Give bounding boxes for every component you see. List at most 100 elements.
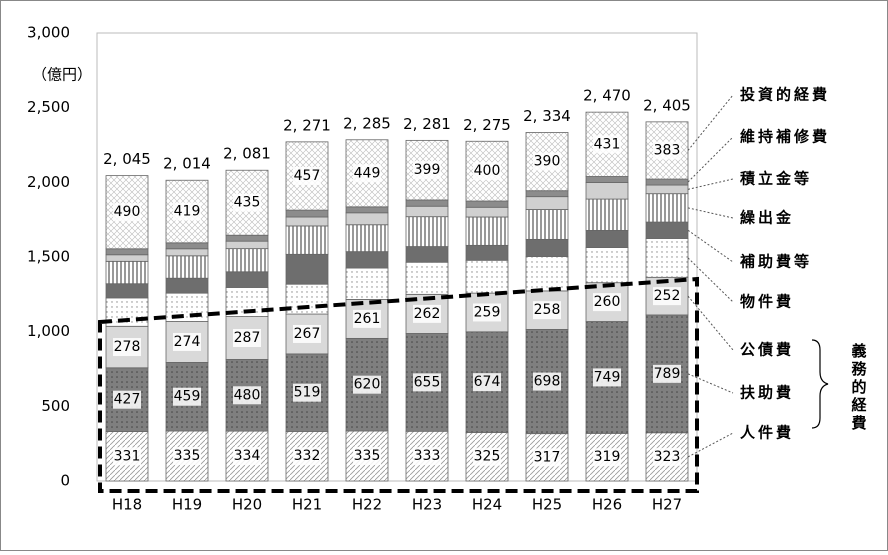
value-label: 789 [654, 366, 681, 382]
group-label: 義務的経費 [850, 342, 868, 433]
total-label: 2, 334 [523, 107, 571, 125]
value-label-bg [533, 152, 561, 171]
y-tick-label: 500 [41, 397, 70, 415]
total-label: 2, 405 [643, 96, 691, 114]
value-label-bg [173, 332, 201, 351]
value-label: 262 [414, 306, 441, 322]
x-tick-label: H20 [232, 496, 262, 514]
y-tick-label: 0 [60, 472, 70, 490]
value-label-bg [233, 447, 261, 466]
bar-segment [525, 209, 569, 240]
bar-segment [285, 225, 329, 255]
value-label-bg [653, 287, 681, 306]
bar-segment [405, 199, 449, 207]
value-label: 459 [174, 389, 201, 405]
bar-segment [525, 256, 569, 292]
bar-segment [285, 209, 329, 218]
value-label-bg [653, 364, 681, 383]
y-tick-label: 3,000 [27, 24, 70, 42]
bar-segment [345, 251, 389, 269]
value-label: 317 [534, 449, 561, 465]
legend-label: 補助費等 [739, 253, 812, 271]
value-label: 335 [174, 448, 201, 464]
bar-segment [465, 244, 509, 261]
bar-segment [345, 206, 389, 214]
value-label: 331 [114, 448, 141, 464]
leader-line [687, 432, 734, 458]
bar-segment [225, 234, 269, 242]
value-label: 674 [474, 374, 501, 390]
bar-segment [165, 248, 209, 257]
bar-segment [585, 176, 629, 183]
y-tick-label: 2,000 [27, 173, 70, 191]
value-label-bg [113, 338, 141, 357]
value-label: 419 [174, 204, 201, 220]
bar-segment [405, 246, 449, 263]
legend-label: 維持補修費 [740, 128, 830, 146]
value-label: 319 [594, 449, 621, 465]
total-label: 2, 271 [283, 116, 331, 134]
value-label: 620 [354, 377, 381, 393]
bar-segment [465, 206, 509, 218]
value-label: 400 [474, 163, 501, 179]
value-label-bg [593, 293, 621, 312]
value-label: 519 [294, 385, 321, 401]
bar-segment [645, 193, 689, 223]
value-label: 334 [234, 448, 261, 464]
bar-segment [345, 224, 389, 253]
value-label: 267 [294, 326, 321, 342]
value-label-bg [173, 446, 201, 465]
value-label-bg [413, 447, 441, 466]
value-label: 431 [594, 136, 621, 152]
bar-segment [645, 178, 689, 186]
value-label-bg [233, 193, 261, 212]
bar-segment [645, 221, 689, 239]
value-label: 252 [654, 288, 681, 304]
total-label: 2, 470 [583, 87, 631, 105]
value-label: 274 [174, 334, 201, 350]
value-label: 480 [234, 387, 261, 403]
x-tick-label: H21 [292, 496, 322, 514]
bar-segment [225, 248, 269, 273]
bar-segment [465, 259, 509, 294]
value-label-bg [353, 375, 381, 394]
bar-segment [285, 216, 329, 227]
plot-area [96, 32, 698, 482]
value-label: 427 [114, 392, 141, 408]
leader-line [687, 229, 734, 263]
legend-label: 繰出金 [740, 209, 794, 227]
value-label: 435 [234, 195, 261, 211]
bar-segment [225, 271, 269, 288]
unit-label: （億円） [32, 66, 92, 84]
bar-segment [165, 255, 209, 279]
value-label: 259 [474, 304, 501, 320]
value-label: 335 [354, 448, 381, 464]
value-label: 323 [654, 449, 681, 465]
bar-segment [225, 240, 269, 250]
y-tick-label: 2,500 [27, 98, 70, 116]
value-label-bg [293, 324, 321, 343]
x-tick-label: H27 [652, 496, 682, 514]
value-label: 260 [594, 294, 621, 310]
y-tick-label: 1,000 [27, 322, 70, 340]
value-label-bg [473, 303, 501, 322]
value-label-bg [653, 447, 681, 466]
value-label-bg [473, 162, 501, 181]
mandatory-box [98, 276, 699, 493]
bar-segment [585, 247, 629, 284]
y-tick-label: 1,500 [27, 248, 70, 266]
bar-segment [285, 283, 329, 315]
value-label-bg [233, 386, 261, 405]
total-label: 2, 014 [163, 155, 211, 173]
value-label-bg [353, 309, 381, 328]
value-label-bg [113, 447, 141, 466]
bar-segment [525, 196, 569, 210]
bar-segment [105, 283, 149, 299]
value-label: 333 [414, 448, 441, 464]
value-label: 490 [114, 204, 141, 220]
bar-segment [645, 238, 689, 278]
legend-label: 物件費 [740, 293, 794, 311]
value-label-bg [593, 448, 621, 467]
value-label-bg [173, 202, 201, 221]
value-label: 287 [234, 330, 261, 346]
